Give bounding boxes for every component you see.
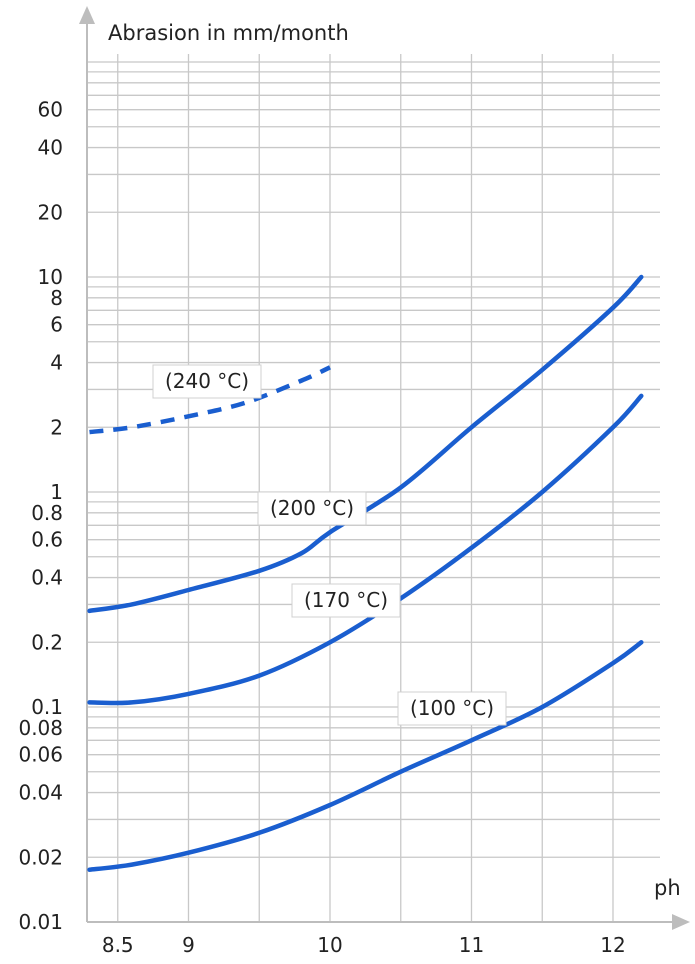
y-tick-label: 40: [38, 136, 63, 160]
grid: [87, 54, 660, 923]
y-tick-label: 0.1: [31, 695, 63, 719]
series-label: (240 °C): [165, 369, 249, 393]
series-label: (170 °C): [304, 588, 388, 612]
y-axis-arrow-icon: [79, 6, 95, 24]
x-axis-arrow-icon: [672, 914, 690, 930]
y-tick-label: 0.06: [18, 743, 63, 767]
series-label-box: [152, 364, 262, 399]
series-line: [87, 393, 644, 706]
x-tick-label: 9: [182, 933, 195, 957]
y-tick-label: 4: [50, 351, 63, 375]
x-tick-label: 11: [459, 933, 484, 957]
y-tick-label: 1: [50, 480, 63, 504]
y-tick-label: 0.2: [31, 630, 63, 654]
series-line: [89, 365, 331, 435]
x-axis-label: ph: [654, 876, 681, 900]
y-tick-label: 0.6: [31, 528, 63, 552]
y-tick-label: 0.02: [18, 845, 63, 869]
series-line: [87, 640, 644, 872]
y-tick-label: 60: [38, 98, 63, 122]
x-tick-label: 10: [317, 933, 342, 957]
series-label-box: [257, 491, 367, 526]
x-tick-label: 8.5: [102, 933, 134, 957]
series-label-box: [397, 691, 507, 726]
series-labels: (240 °C) (200 °C) (170 °C) (100 °C): [152, 364, 507, 726]
series-label: (200 °C): [270, 496, 354, 520]
y-tick-label: 6: [50, 313, 63, 337]
y-tick-label: 0.4: [31, 566, 63, 590]
y-tick-labels: 0.01 0.02 0.04 0.06 0.080.1 0.2 0.4 0.6 0.81 2 4 6 8…: [18, 98, 63, 934]
axes: [79, 6, 690, 930]
series-line: [87, 274, 644, 614]
y-tick-label: 2: [50, 415, 63, 439]
y-tick-label: 20: [38, 200, 63, 224]
y-tick-label: 0.08: [18, 716, 63, 740]
y-tick-label: 8: [50, 286, 63, 310]
x-tick-label: 12: [600, 933, 625, 957]
y-axis-label: Abrasion in mm/month: [108, 21, 349, 45]
y-tick-label: 0.8: [31, 501, 63, 525]
y-tick-label: 10: [38, 265, 63, 289]
series-label-box: [291, 583, 401, 618]
y-tick-label: 0.04: [18, 781, 63, 805]
x-tick-labels: 8.5 9 10 11 12: [102, 933, 626, 957]
series-label: (100 °C): [410, 696, 494, 720]
y-tick-label: 0.01: [18, 910, 63, 934]
